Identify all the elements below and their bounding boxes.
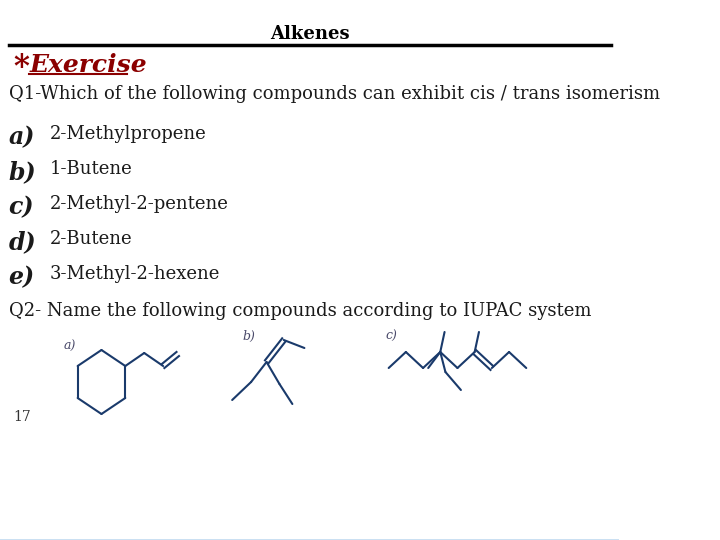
Text: 2-Methyl-2-pentene: 2-Methyl-2-pentene [50, 195, 229, 213]
Text: e): e) [9, 265, 35, 289]
Text: 1-Butene: 1-Butene [50, 160, 132, 178]
Text: Q2- Name the following compounds according to IUPAC system: Q2- Name the following compounds accordi… [9, 302, 591, 320]
Text: c): c) [385, 330, 397, 343]
Text: 17: 17 [13, 410, 31, 424]
Text: b): b) [9, 160, 36, 184]
Text: Alkenes: Alkenes [270, 25, 349, 43]
Text: b): b) [243, 330, 256, 343]
Text: 3-Methyl-2-hexene: 3-Methyl-2-hexene [50, 265, 220, 283]
Text: 2-Methylpropene: 2-Methylpropene [50, 125, 207, 143]
Text: 2-Butene: 2-Butene [50, 230, 132, 248]
Text: c): c) [9, 195, 34, 219]
Text: d): d) [9, 230, 36, 254]
Text: Q1-Which of the following compounds can exhibit cis / trans isomerism: Q1-Which of the following compounds can … [9, 85, 660, 103]
Text: a): a) [63, 340, 76, 353]
Text: *: * [13, 52, 29, 83]
Text: a): a) [9, 125, 35, 149]
Text: Exercise: Exercise [30, 53, 147, 77]
